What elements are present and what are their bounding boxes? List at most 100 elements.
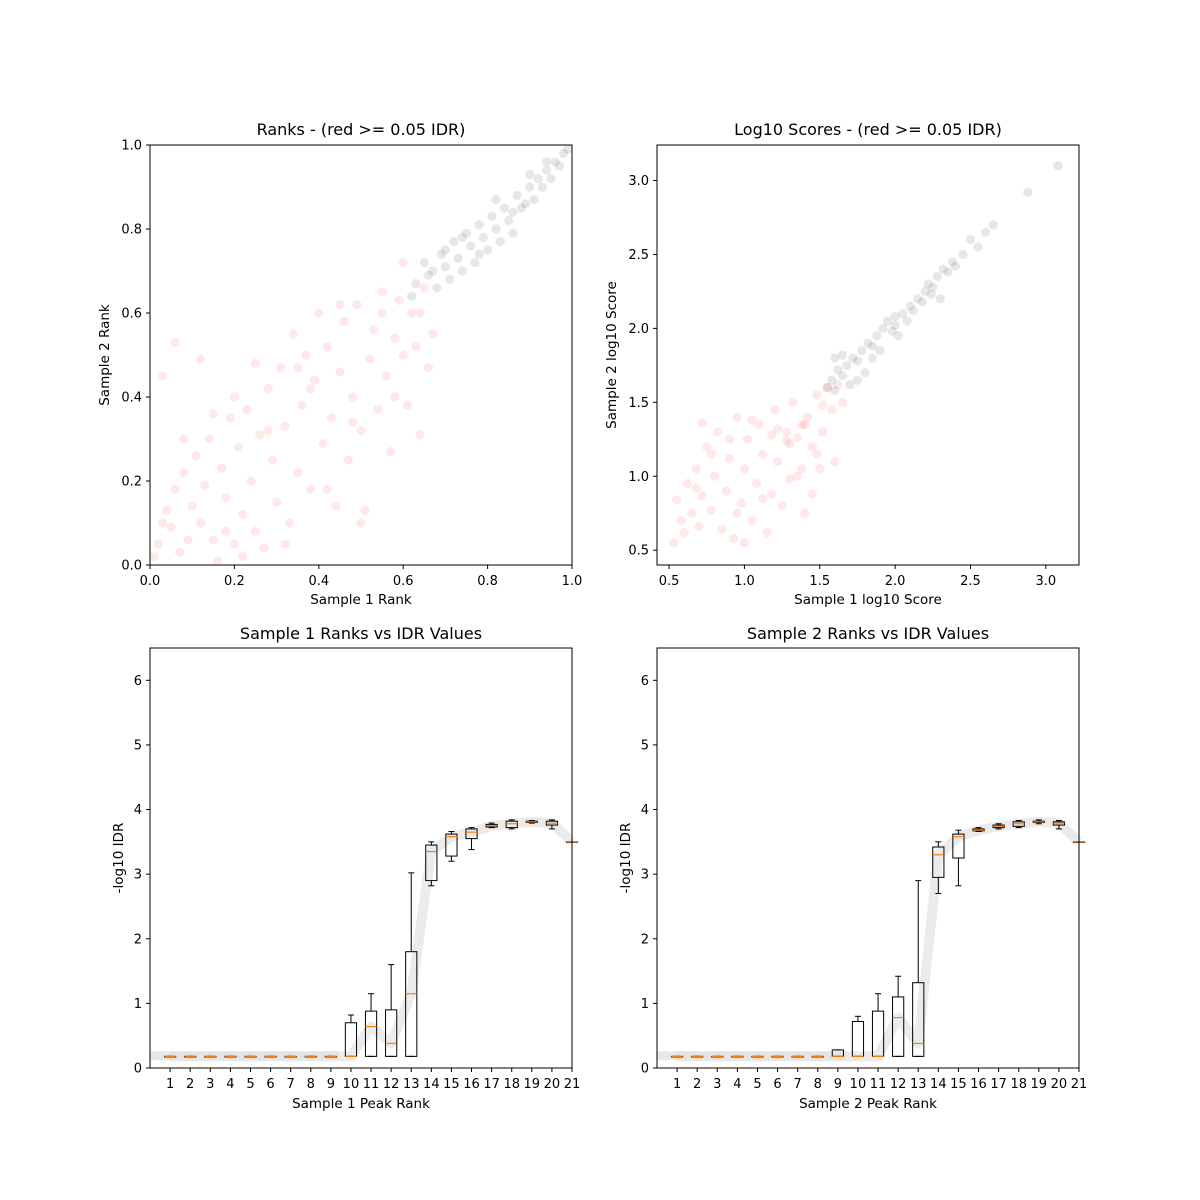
sample2-idr-xtick-label: 20 [1051,1077,1068,1092]
ranks-point-red [191,451,202,461]
sample2-idr-ytick-label: 2 [641,932,649,947]
scores-point-red [706,505,716,515]
scores-point-red [818,427,828,437]
ranks-point-red [398,258,408,268]
sample1-idr-xtick-label: 13 [403,1077,420,1092]
sample2-idr-box-11 [871,993,885,1057]
sample2-idr-box-18 [1012,820,1025,829]
scores-point-red [822,382,832,393]
sample1-idr-plot-frame [149,647,573,1069]
sample1-idr-xtick-label: 2 [186,1077,194,1092]
ranks-point-red [415,308,425,318]
ranks-point-grey [457,232,467,242]
ranks-point-grey [491,224,501,234]
scores-ytick-label: 2.5 [628,248,649,263]
scores-point-red [815,464,825,474]
sample2-idr-xtick-label: 21 [1071,1077,1088,1092]
ranks-point-red [411,342,421,352]
ranks-point-red [208,535,218,545]
sample1-idr-xtick-label: 4 [226,1077,234,1092]
ranks-scatter-panel: Ranks - (red >= 0.05 IDR) 0.0 0.2 0.4 0.6 0.… [97,120,582,608]
ranks-point-red [187,501,197,511]
ranks-point-red [335,300,345,310]
ranks-point-red [179,468,189,478]
scores-point-grey [908,306,918,316]
sample1-idr-ytick-label: 3 [134,868,142,883]
ranks-point-red [196,518,206,528]
ranks-point-red [347,417,358,427]
scores-point-grey [1053,161,1063,171]
ranks-xlabel: Sample 1 Rank [310,592,412,608]
scores-point-grey [878,323,888,333]
sample1-idr-ytick-label: 6 [134,674,142,689]
scores-point-grey [830,353,840,363]
scores-ytick-label: 1.0 [628,470,649,485]
ranks-point-red [407,308,417,318]
ranks-point-grey [491,195,501,205]
sample2-idr-title: Sample 2 Ranks vs IDR Values [747,624,989,643]
ranks-point-red [364,354,375,364]
ranks-point-red [415,430,425,440]
scores-point-grey [932,272,942,282]
sample1-idr-ylabel: -log10 IDR [111,823,127,894]
scores-point-red [687,508,697,518]
ranks-point-red [343,455,353,465]
ranks-point-red [276,363,286,373]
ranks-point-red [166,522,176,532]
ranks-point-red [288,329,299,339]
ranks-point-red [196,354,206,364]
scores-point-red [812,390,822,400]
scores-point-grey [958,249,968,260]
sample2-idr-xtick-label: 1 [673,1077,681,1092]
ranks-point-red [356,518,366,528]
ranks-point-red [183,535,193,545]
ranks-xtick-label: 0.6 [393,574,414,589]
sample1-idr-box-18 [505,819,518,830]
ranks-point-red [284,518,294,528]
sample1-idr-ytick-label: 0 [134,1062,142,1077]
scores-points [668,161,1063,548]
sample1-idr-box [445,833,458,857]
scores-title: Log10 Scores - (red >= 0.05 IDR) [734,120,1002,139]
sample1-idr-xtick-label: 18 [503,1077,520,1092]
scores-point-grey [830,385,840,396]
sample1-idr-xtick-label: 11 [363,1077,380,1092]
ranks-point-grey [508,207,518,217]
ranks-y-ticks: 0.0 0.2 0.4 0.6 0.8 1.0 [121,139,150,574]
scores-point-red [754,419,765,430]
ranks-point-red [381,371,391,381]
sample1-idr-xtick-label: 7 [287,1077,295,1092]
scores-point-grey [913,294,923,304]
sample2-idr-box [892,996,905,1057]
ranks-point-red [369,325,379,335]
sample2-idr-xlabel: Sample 2 Peak Rank [799,1096,937,1112]
scores-point-red [792,433,802,443]
scores-point-red [724,434,734,444]
ranks-xtick-label: 0.4 [308,574,329,589]
ranks-point-grey [457,266,467,276]
ranks-point-red [170,337,180,347]
ranks-point-red [234,442,244,452]
ranks-ytick-label: 0.4 [121,391,142,406]
ranks-point-grey [546,174,556,184]
ranks-point-red [200,480,210,490]
sample2-idr-box-5 [751,1055,764,1058]
scores-point-grey [938,264,948,274]
sample2-idr-y-ticks: 0 1 2 3 4 5 6 [641,674,657,1077]
scores-point-red [721,486,731,496]
sample2-idr-x-ticks: 1 2 3 4 5 6 7 8 9 10 11 12 13 14 15 16 17 18 19 20 21 [673,1068,1087,1092]
sample2-idr-xtick-label: 7 [794,1077,802,1092]
ranks-point-red [217,463,227,473]
ranks-point-red [212,556,223,566]
sample2-idr-box-12 [892,975,905,1057]
sample2-idr-xtick-label: 2 [693,1077,701,1092]
ranks-point-red [301,350,311,360]
scores-point-red [782,427,792,437]
scores-point-red [803,412,813,422]
ranks-point-grey [436,249,446,259]
sample1-idr-box-16 [465,827,478,851]
ranks-point-grey [407,291,417,301]
sample1-idr-box [364,1010,378,1057]
ranks-point-grey [504,216,514,226]
ranks-point-grey [440,262,450,272]
